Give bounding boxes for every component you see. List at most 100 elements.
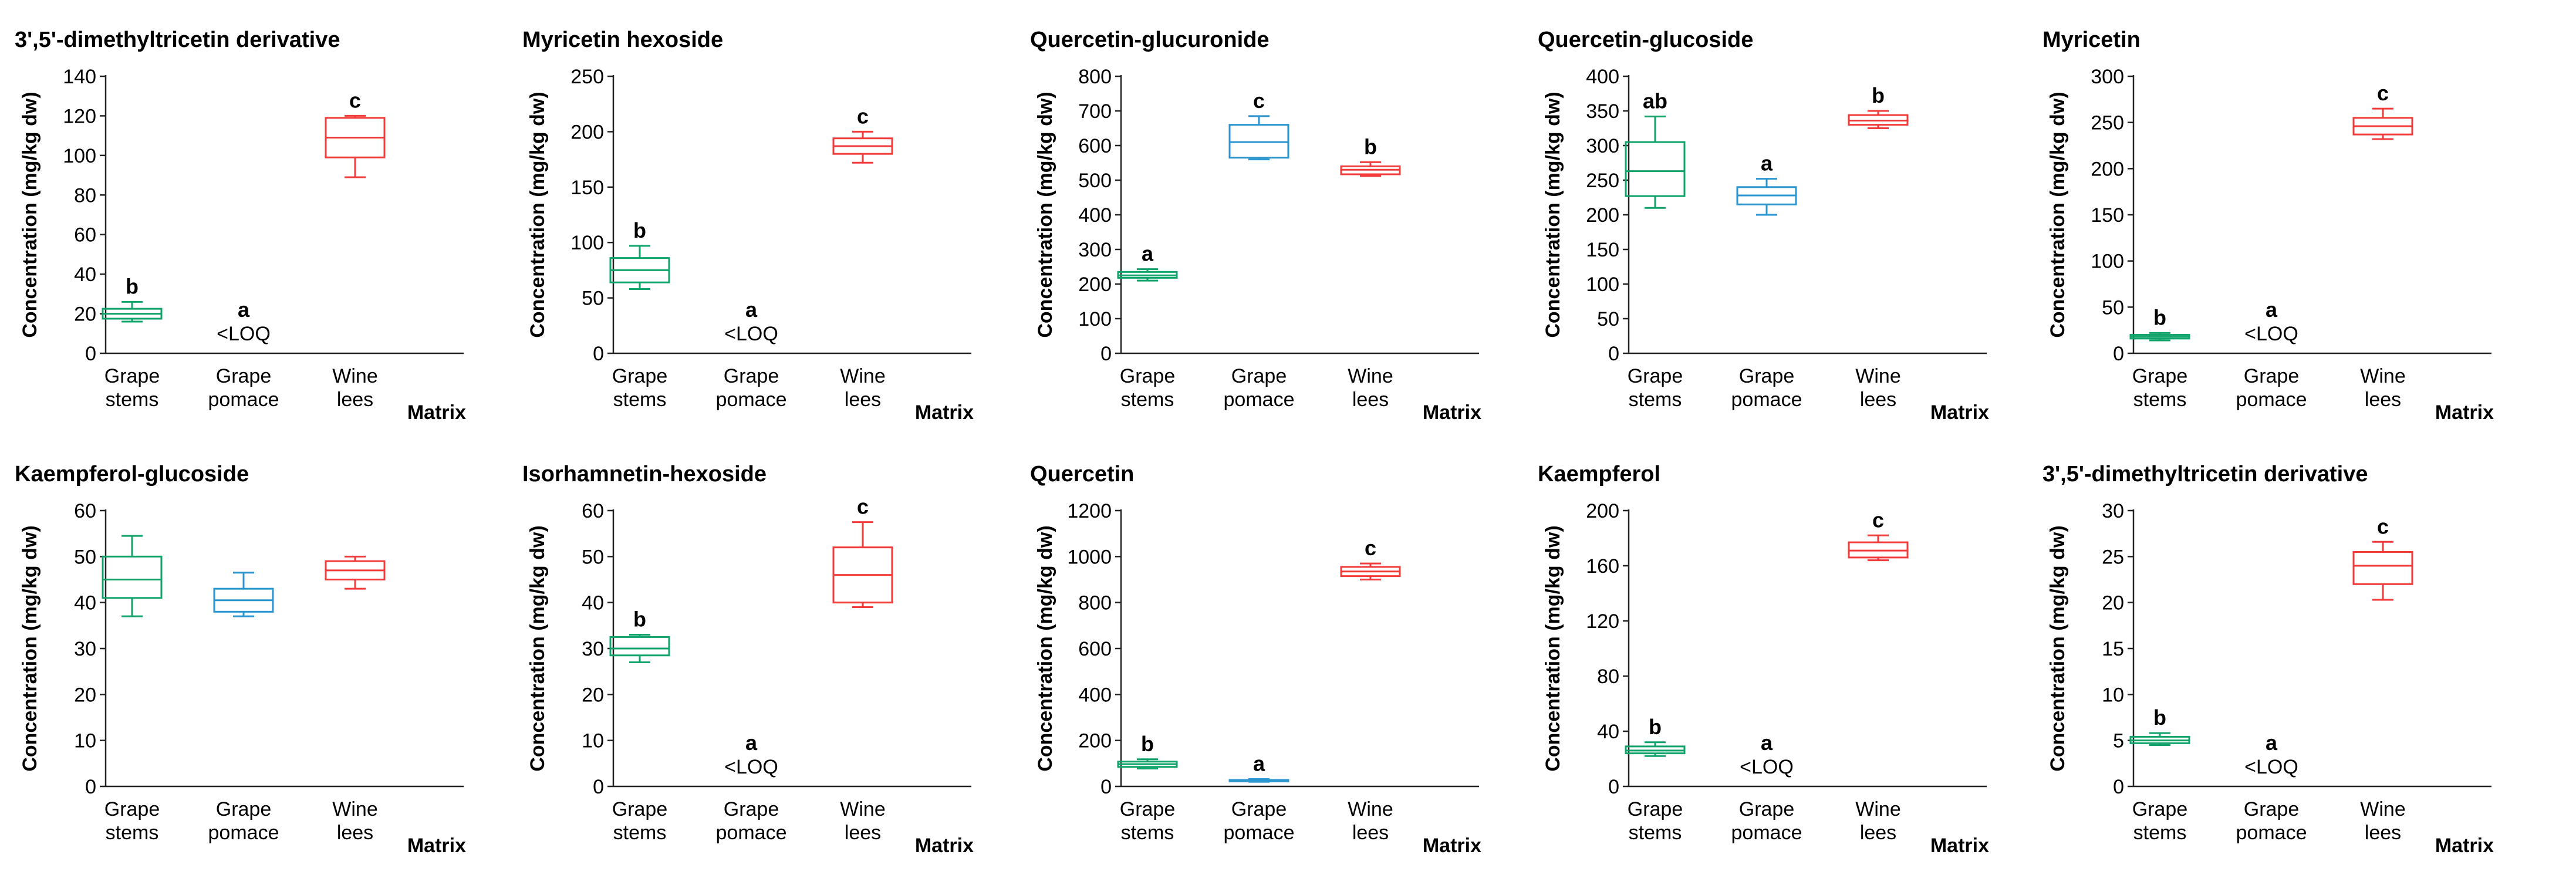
x-tick-label: stems — [613, 389, 667, 411]
y-axis-label: Concentration (mg/kg dw) — [1542, 92, 1564, 337]
y-tick-label: 200 — [2091, 158, 2124, 180]
significance-label: b — [2153, 305, 2166, 329]
y-tick-label: 120 — [63, 105, 96, 127]
box-3 — [1340, 562, 1401, 580]
y-tick-label: 300 — [1586, 135, 1619, 157]
loq-note: <LOQ — [217, 323, 271, 345]
y-tick-label: 80 — [1597, 666, 1619, 688]
x-tick-label: pomace — [1224, 389, 1295, 411]
box-2 — [1228, 778, 1289, 783]
x-tick-label: pomace — [1731, 389, 1802, 411]
x-tick-label: Wine — [1348, 798, 1393, 820]
x-tick-label: stems — [1629, 822, 1682, 844]
y-tick-label: 40 — [74, 264, 96, 286]
x-tick-label: Grape — [104, 365, 160, 387]
y-tick-label: 300 — [2091, 66, 2124, 88]
y-tick-label: 500 — [1078, 170, 1112, 192]
loq-note: <LOQ — [724, 323, 778, 345]
x-tick-label: pomace — [2236, 389, 2307, 411]
chart-title: Myricetin hexoside — [522, 28, 723, 52]
y-tick-label: 40 — [582, 592, 604, 614]
significance-label: b — [633, 607, 646, 631]
box-1 — [1117, 268, 1178, 282]
chart-panel-6: Kaempferol-glucoside Concentration (mg/kg… — [15, 462, 466, 857]
loq-note: <LOQ — [2244, 756, 2298, 778]
chart-title: Quercetin-glucuronide — [1030, 28, 1269, 52]
y-axis-label: Concentration (mg/kg dw) — [1034, 92, 1056, 337]
x-axis-label: Matrix — [1423, 401, 1481, 424]
box-3 — [325, 555, 386, 590]
y-tick-label: 150 — [1586, 239, 1619, 261]
chart-title: Quercetin — [1030, 462, 1134, 487]
y-tick-label: 15 — [2102, 638, 2124, 660]
x-tick-label: lees — [1352, 389, 1389, 411]
y-tick-label: 0 — [2113, 776, 2124, 798]
y-tick-label: 1000 — [1067, 546, 1112, 568]
y-tick-label: 400 — [1078, 684, 1112, 706]
box-1 — [1625, 115, 1686, 209]
y-tick-label: 20 — [74, 303, 96, 326]
y-tick-label: 60 — [74, 500, 96, 522]
y-tick-label: 50 — [582, 288, 604, 310]
significance-label: b — [1872, 83, 1885, 107]
significance-label: c — [1872, 508, 1884, 532]
significance-label: a — [2266, 298, 2278, 322]
y-tick-label: 100 — [63, 145, 96, 167]
x-tick-label: stems — [2133, 822, 2187, 844]
x-tick-label: Wine — [840, 365, 885, 387]
y-axis-label: Concentration (mg/kg dw) — [1034, 525, 1056, 771]
y-tick-label: 25 — [2102, 546, 2124, 568]
x-axis-label: Matrix — [407, 401, 466, 424]
y-tick-label: 160 — [1586, 555, 1619, 577]
x-tick-label: lees — [845, 822, 881, 844]
y-tick-label: 10 — [582, 730, 604, 752]
box-iqr — [609, 636, 670, 657]
x-axis-label: Matrix — [407, 835, 466, 857]
x-tick-label: stems — [106, 389, 159, 411]
y-tick-label: 40 — [1597, 721, 1619, 743]
significance-label: c — [857, 495, 869, 519]
y-tick-label: 0 — [1100, 343, 1112, 365]
y-tick-label: 1200 — [1067, 500, 1112, 522]
significance-label: b — [2153, 705, 2166, 729]
x-tick-label: pomace — [1224, 822, 1295, 844]
y-tick-label: 50 — [2102, 296, 2124, 319]
chart-panel-3: Quercetin-glucuronide Concentration (mg/k… — [1030, 28, 1481, 424]
box-3 — [325, 114, 386, 178]
x-tick-label: Wine — [1855, 365, 1900, 387]
significance-label: a — [1761, 731, 1773, 755]
y-tick-label: 400 — [1078, 204, 1112, 227]
box-3 — [2352, 541, 2413, 601]
significance-label: a — [1761, 151, 1773, 175]
y-tick-label: 0 — [2113, 343, 2124, 365]
box-1 — [2129, 732, 2190, 746]
y-tick-label: 80 — [74, 184, 96, 207]
box-3 — [832, 130, 893, 164]
x-axis-label: Matrix — [2435, 401, 2494, 424]
x-tick-label: pomace — [716, 822, 787, 844]
y-tick-label: 300 — [1078, 239, 1112, 261]
y-tick-label: 200 — [1586, 500, 1619, 522]
loq-note: <LOQ — [724, 756, 778, 778]
x-tick-label: Grape — [1628, 798, 1683, 820]
box-2 — [213, 572, 274, 617]
chart-title: Kaempferol — [1538, 462, 1660, 487]
significance-label: a — [745, 731, 758, 755]
y-tick-label: 100 — [1078, 308, 1112, 330]
x-tick-label: Wine — [2360, 365, 2405, 387]
x-tick-label: Wine — [332, 365, 377, 387]
x-tick-label: Grape — [216, 365, 272, 387]
x-tick-label: Wine — [1855, 798, 1900, 820]
significance-label: b — [1141, 732, 1154, 756]
chart-panel-7: Isorhamnetin-hexoside Concentration (mg/k… — [522, 462, 974, 857]
box-3 — [1848, 534, 1909, 562]
x-tick-label: Wine — [1348, 365, 1393, 387]
chart-panel-10: 3',5'-dimethyltricetin derivative Concent… — [2042, 462, 2494, 857]
significance-label: c — [2377, 81, 2389, 105]
y-tick-label: 50 — [582, 546, 604, 568]
y-tick-label: 0 — [1608, 343, 1619, 365]
x-tick-label: pomace — [716, 389, 787, 411]
box-iqr — [1625, 141, 1686, 197]
